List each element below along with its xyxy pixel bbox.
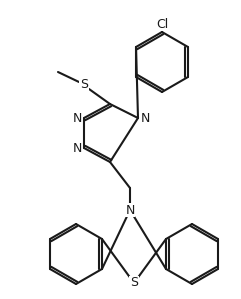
Text: S: S (130, 277, 138, 289)
Text: N: N (72, 141, 82, 155)
Text: N: N (140, 112, 150, 124)
Text: Cl: Cl (156, 18, 168, 30)
Text: N: N (125, 204, 135, 216)
Text: S: S (80, 77, 88, 91)
Text: N: N (72, 112, 82, 124)
